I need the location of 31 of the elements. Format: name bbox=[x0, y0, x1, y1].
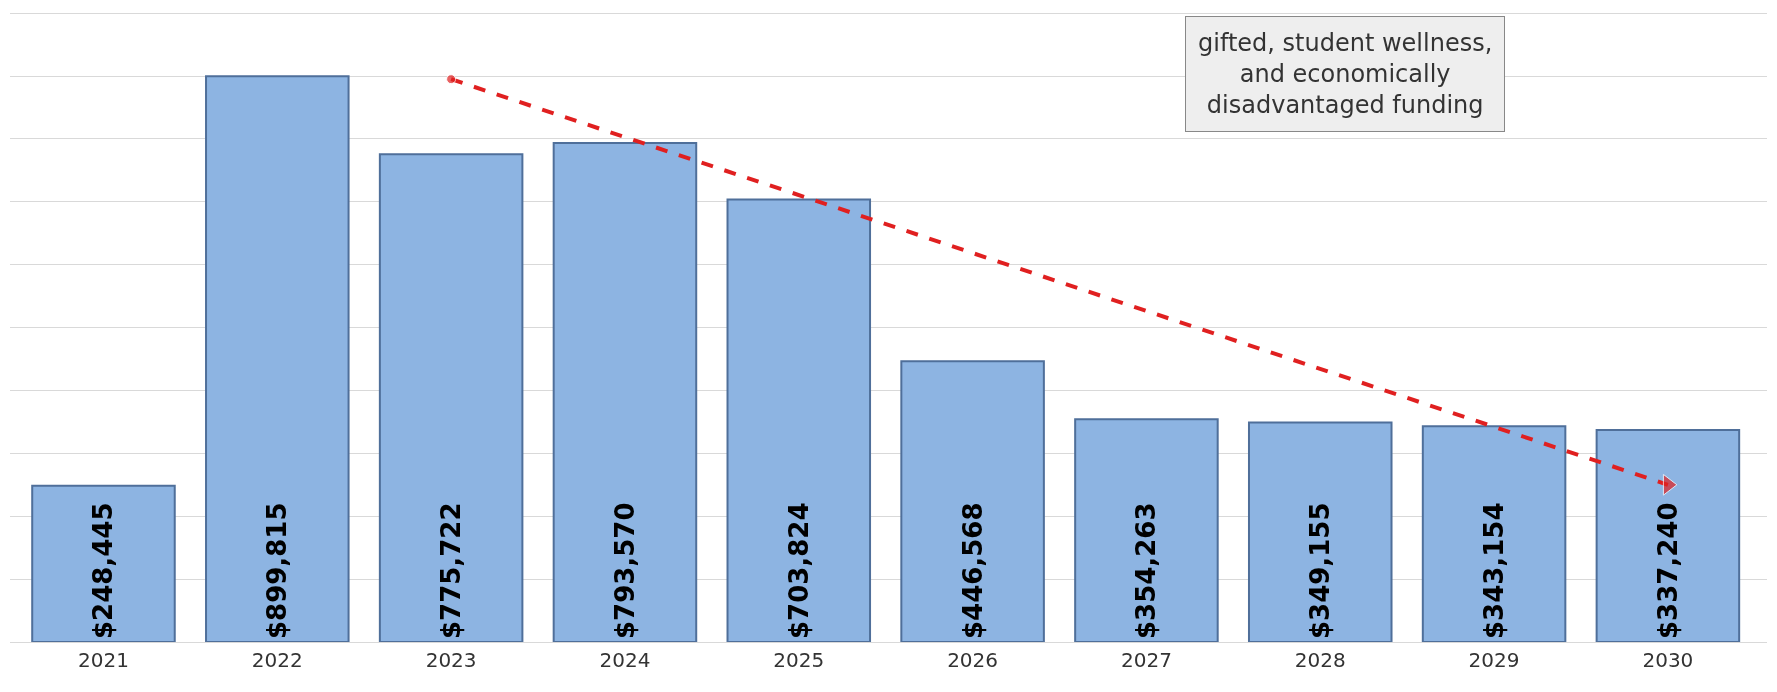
x-tick-label: 2026 bbox=[947, 648, 999, 672]
data-label: $349,155 bbox=[1305, 502, 1336, 639]
data-label: $899,815 bbox=[262, 502, 293, 639]
bar bbox=[552, 141, 698, 642]
data-label: $337,240 bbox=[1652, 502, 1683, 639]
data-label: $343,154 bbox=[1479, 502, 1510, 639]
bar bbox=[205, 75, 350, 642]
x-tick-label: 2028 bbox=[1294, 648, 1346, 672]
bar bbox=[1074, 418, 1219, 642]
bar bbox=[726, 198, 872, 642]
data-label: $703,824 bbox=[783, 502, 814, 639]
bar bbox=[378, 153, 524, 642]
x-tick-label: 2024 bbox=[599, 648, 651, 672]
x-tick-label: 2021 bbox=[78, 648, 129, 672]
x-tick-label: 2025 bbox=[773, 648, 825, 672]
data-label: $248,445 bbox=[88, 502, 119, 639]
bar bbox=[31, 484, 176, 642]
bar bbox=[1247, 421, 1393, 642]
x-tick-label: 2029 bbox=[1468, 648, 1520, 672]
annotation: gifted, student wellness, and economically disadvantaged funding bbox=[1198, 29, 1493, 120]
data-label: $775,722 bbox=[436, 502, 467, 639]
x-tick-label: 2027 bbox=[1120, 648, 1172, 672]
bar bbox=[1595, 428, 1741, 642]
x-tick-label: 2023 bbox=[425, 648, 477, 672]
data-label: $446,568 bbox=[957, 502, 988, 639]
data-label: $793,570 bbox=[609, 502, 640, 639]
bar bbox=[1421, 425, 1567, 642]
x-tick-label: 2030 bbox=[1642, 648, 1694, 672]
bar bbox=[900, 360, 1045, 642]
data-label: $354,263 bbox=[1131, 502, 1162, 639]
x-tick-label: 2022 bbox=[251, 648, 303, 672]
